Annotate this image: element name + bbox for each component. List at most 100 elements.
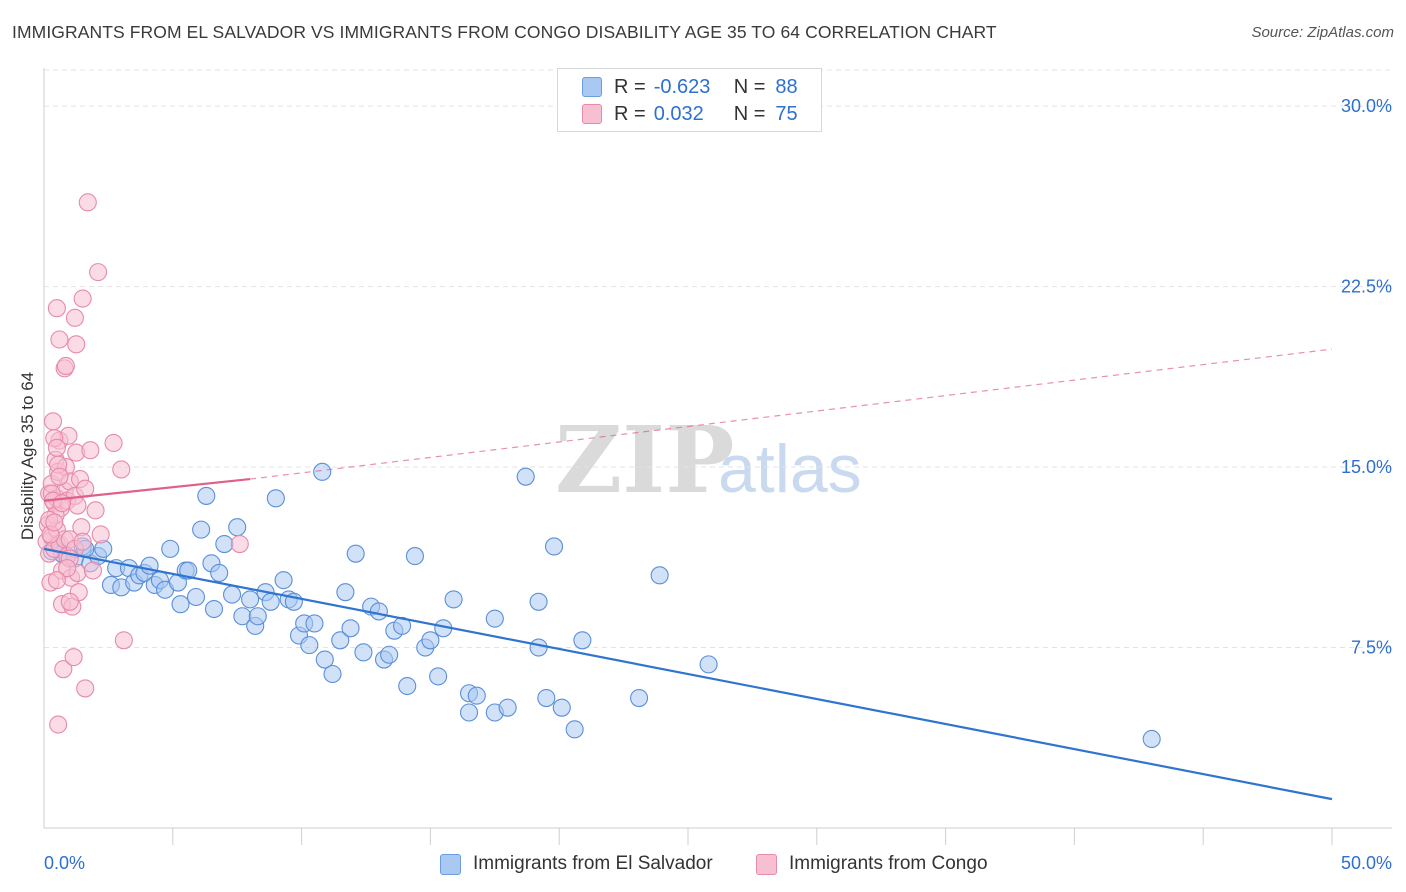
point-blue — [261, 592, 280, 611]
point-blue — [421, 631, 440, 650]
bottom-legend-label: Immigrants from Congo — [789, 853, 988, 874]
point-pink — [83, 561, 102, 580]
point-blue — [699, 655, 718, 674]
point-pink — [56, 356, 75, 376]
point-pink — [50, 467, 69, 486]
point-blue — [323, 664, 342, 684]
point-blue — [171, 595, 190, 614]
point-blue — [222, 585, 242, 604]
x-tick-label: 0.0% — [44, 853, 85, 873]
correlation-legend: R = -0.623 N = 88 R = 0.032 N = 75 — [557, 68, 822, 132]
point-blue — [241, 590, 260, 609]
point-pink — [64, 648, 83, 667]
point-pink — [43, 412, 63, 431]
point-blue — [228, 518, 247, 537]
point-pink — [104, 433, 123, 453]
point-blue — [398, 676, 417, 696]
point-blue — [313, 462, 332, 481]
trend-line-pink — [43, 477, 251, 502]
bottom-legend-congo: Immigrants from Congo — [756, 851, 988, 877]
y-tick-label: 22.5% — [1341, 277, 1392, 297]
trend-line-dashed-pink — [250, 348, 1333, 480]
point-blue — [179, 561, 198, 580]
x-tick-label: 50.0% — [1341, 853, 1392, 873]
point-blue — [444, 590, 463, 609]
point-pink — [68, 496, 87, 515]
legend-r-value: 0.032 — [653, 102, 704, 125]
point-blue — [498, 698, 517, 717]
legend-r-label: R = — [614, 102, 646, 125]
bottom-legend-swatch-blue — [440, 853, 461, 875]
point-pink — [78, 193, 97, 212]
point-pink — [60, 592, 79, 611]
point-pink — [47, 571, 66, 590]
point-blue — [210, 563, 229, 582]
bottom-legend-swatch-pink — [756, 853, 777, 875]
point-blue — [186, 587, 206, 607]
y-tick-label: 15.0% — [1341, 457, 1392, 477]
point-blue — [331, 631, 350, 650]
series-pink — [37, 193, 249, 734]
point-blue — [544, 537, 564, 556]
point-pink — [76, 679, 95, 698]
point-blue — [248, 607, 267, 626]
point-pink — [45, 513, 64, 532]
point-blue — [354, 643, 373, 662]
legend-r-label: R = — [614, 75, 646, 98]
point-pink — [65, 308, 84, 327]
trend-line-blue — [43, 547, 1333, 801]
bottom-legend-label: Immigrants from El Salvador — [473, 853, 713, 874]
point-pink — [86, 501, 105, 520]
point-pink — [58, 559, 77, 578]
point-blue — [529, 638, 548, 657]
legend-row-congo: R = 0.032 N = 75 — [582, 102, 798, 126]
point-blue — [573, 631, 592, 650]
point-blue — [336, 583, 355, 602]
point-blue — [300, 636, 319, 655]
point-blue — [630, 689, 649, 708]
point-blue — [552, 698, 571, 717]
y-axis-label: Disability Age 35 to 64 — [18, 372, 37, 540]
point-pink — [230, 535, 249, 554]
y-tick-label: 7.5% — [1351, 638, 1392, 658]
point-blue — [565, 720, 584, 739]
point-blue — [429, 667, 448, 686]
point-blue — [529, 592, 548, 611]
point-blue — [467, 686, 486, 705]
point-blue — [274, 571, 293, 590]
point-blue — [537, 689, 556, 708]
point-pink — [91, 525, 110, 544]
point-pink — [114, 631, 133, 650]
point-pink — [49, 715, 68, 734]
point-pink — [112, 460, 131, 479]
source-label: Source: ZipAtlas.com — [1251, 24, 1394, 41]
legend-swatch-blue — [582, 77, 602, 97]
watermark-zip: ZIP — [555, 406, 734, 514]
point-blue — [266, 489, 285, 508]
point-blue — [485, 609, 504, 628]
point-blue — [369, 602, 388, 621]
legend-swatch-pink — [582, 104, 602, 124]
point-blue — [341, 619, 360, 638]
point-pink — [50, 330, 69, 349]
point-pink — [54, 660, 73, 679]
point-blue — [192, 520, 211, 539]
point-blue — [1142, 729, 1161, 749]
point-blue — [215, 535, 234, 554]
point-pink — [73, 289, 92, 308]
point-blue — [305, 614, 324, 633]
point-pink — [47, 438, 66, 457]
legend-n-label: N = — [733, 102, 766, 125]
point-pink — [81, 441, 100, 460]
watermark-atlas: atlas — [718, 431, 862, 507]
point-pink — [76, 479, 95, 498]
legend-n-value: 75 — [775, 102, 798, 125]
chart-title: IMMIGRANTS FROM EL SALVADOR VS IMMIGRANT… — [12, 22, 997, 42]
bottom-legend-el-salvador: Immigrants from El Salvador — [440, 851, 713, 877]
point-blue — [346, 544, 365, 563]
point-blue — [405, 547, 424, 566]
point-blue — [380, 645, 399, 664]
point-blue — [161, 539, 180, 558]
legend-r-value: -0.623 — [653, 75, 711, 98]
